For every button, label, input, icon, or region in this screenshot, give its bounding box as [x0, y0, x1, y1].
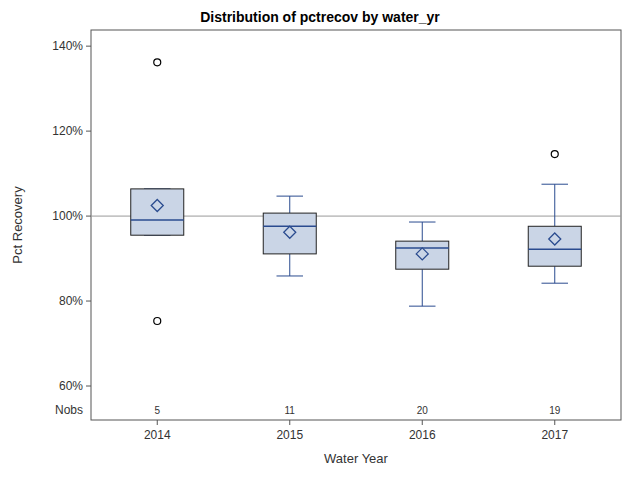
nobs-value: 19 [549, 405, 561, 416]
mean [416, 248, 428, 260]
y-axis-label: Pct Recovery [10, 186, 25, 264]
x-tick-label: 2017 [541, 428, 568, 442]
y-tick [86, 216, 91, 217]
whisker-high [422, 222, 423, 241]
whisker-cap-high [542, 184, 569, 185]
whisker-low [422, 269, 423, 306]
box [263, 213, 316, 254]
plot-frame [91, 30, 621, 420]
whisker-low [289, 254, 290, 276]
y-tick-label: 140% [52, 39, 83, 53]
whisker-cap-low [277, 275, 304, 276]
whisker-cap-high [409, 222, 436, 223]
y-tick [86, 131, 91, 132]
x-axis-label: Water Year [324, 451, 389, 466]
outlier [154, 59, 161, 66]
nobs-value: 20 [417, 405, 429, 416]
x-tick-label: 2016 [409, 428, 436, 442]
nobs-value: 5 [154, 405, 160, 416]
x-tick [554, 420, 555, 425]
nobs-label: Nobs [55, 403, 83, 417]
whisker-high [554, 184, 555, 226]
median [528, 248, 581, 250]
y-tick [86, 386, 91, 387]
whisker-cap-low [409, 306, 436, 307]
y-tick-label: 120% [52, 124, 83, 138]
whisker-low [554, 266, 555, 283]
outlier [551, 151, 558, 158]
x-tick [422, 420, 423, 425]
whisker-high [289, 196, 290, 213]
chart: Distribution of pctrecov by water_yr 60% 8… [0, 0, 640, 480]
y-tick [86, 46, 91, 47]
outlier [154, 318, 161, 325]
x-tick-label: 2015 [276, 428, 303, 442]
nobs-value: 11 [285, 405, 296, 416]
mean [549, 233, 561, 245]
x-tick [157, 420, 158, 425]
box [528, 226, 581, 266]
whisker-cap-high [277, 196, 304, 197]
y-tick-label: 100% [52, 209, 83, 223]
mean [284, 226, 296, 238]
x-tick-label: 2014 [144, 428, 171, 442]
box [396, 241, 449, 269]
y-tick-label: 60% [59, 379, 83, 393]
y-tick [86, 301, 91, 302]
x-tick [289, 420, 290, 425]
mean [151, 199, 163, 211]
median [131, 219, 184, 221]
title: Distribution of pctrecov by water_yr [200, 9, 440, 25]
whisker-cap-low [542, 283, 569, 284]
y-tick-label: 80% [59, 294, 83, 308]
plot-marks [91, 59, 621, 325]
box [131, 189, 184, 235]
